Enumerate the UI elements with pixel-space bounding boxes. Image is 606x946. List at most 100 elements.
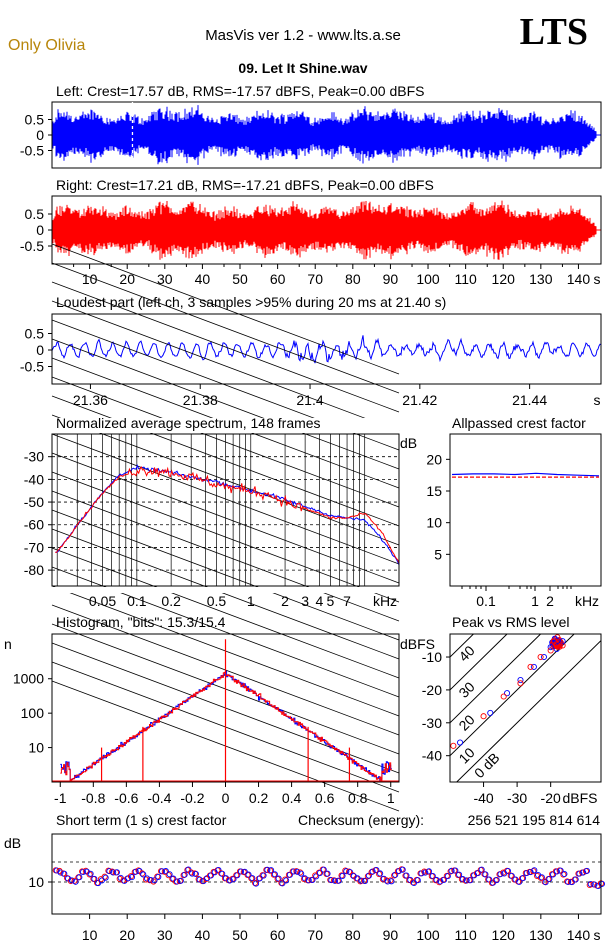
crest-point xyxy=(331,877,339,884)
x-tick-label: 0.1 xyxy=(127,593,147,609)
x-tick-label: 0.8 xyxy=(348,790,368,806)
crest-point xyxy=(530,868,537,875)
x-tick-label: 7 xyxy=(343,593,351,609)
crest-point xyxy=(71,877,78,884)
x-tick-label: 60 xyxy=(270,271,286,287)
x-tick-label: 5 xyxy=(327,593,335,609)
slope-line xyxy=(51,262,400,394)
y-tick-label: -0.5 xyxy=(20,143,44,159)
slope-line xyxy=(51,547,400,679)
crest-point xyxy=(132,868,139,875)
crest-point xyxy=(328,877,335,884)
x-tick-label: 1 xyxy=(531,593,539,609)
x-tick-label: 1 xyxy=(247,593,255,609)
mask xyxy=(400,432,448,590)
x-tick-label: 10 xyxy=(82,927,98,943)
crest-point xyxy=(87,870,94,877)
plot-frame xyxy=(51,433,400,587)
y-tick-label: 0 xyxy=(36,342,44,358)
crest-point xyxy=(283,877,290,884)
slope-line xyxy=(51,376,400,508)
crest-point xyxy=(57,869,64,876)
crest-point xyxy=(324,870,331,877)
crest-point xyxy=(298,870,305,877)
x-tick-label: 0.1 xyxy=(476,593,496,609)
plot-frame xyxy=(51,313,602,385)
crest-point xyxy=(268,867,275,874)
crest-point xyxy=(165,872,172,879)
crest-point xyxy=(576,870,583,877)
x-tick-label: 70 xyxy=(307,927,323,943)
y-tick-label: 15 xyxy=(426,483,442,499)
allpassed-chart: 20 15 10 5 0.1 1 2 kHz xyxy=(426,433,602,609)
crest-point xyxy=(339,872,346,879)
crest-point xyxy=(583,867,591,874)
x-tick-label: 40 xyxy=(195,927,211,943)
y-tick-label: 1000 xyxy=(13,671,44,687)
crest-point xyxy=(591,881,598,888)
crest-point xyxy=(358,877,365,884)
allpassed-title: Allpassed crest factor xyxy=(452,415,586,431)
crest-point xyxy=(349,872,356,879)
y-tick-label: -50 xyxy=(24,494,44,510)
crest-point xyxy=(162,868,169,875)
crest-point xyxy=(399,866,406,873)
slope-line xyxy=(51,281,400,413)
crest-point xyxy=(230,876,237,883)
x-tick-label: 0.4 xyxy=(282,790,302,806)
crest-point xyxy=(290,868,297,875)
x-tick-label: 21.42 xyxy=(402,392,437,408)
plot-frame xyxy=(449,633,602,783)
left-waveform-chart: 0.50-0.5 xyxy=(20,101,602,169)
x-axis-label: dBFS xyxy=(562,790,597,806)
crest-point xyxy=(414,877,421,884)
crest-point xyxy=(166,871,173,878)
crest-point xyxy=(203,875,210,883)
crest-point xyxy=(369,868,376,875)
crest-point xyxy=(429,872,436,880)
data-point xyxy=(527,663,534,670)
crest-point xyxy=(493,877,500,884)
data-point xyxy=(554,634,561,641)
slope-line xyxy=(51,414,400,546)
crest-point xyxy=(189,870,196,877)
peakrms-title: Peak vs RMS level xyxy=(452,614,569,630)
crest-point xyxy=(174,878,181,885)
x-tick-label: 2 xyxy=(546,593,554,609)
loudest-title: Loudest part (left ch, 3 samples >95% du… xyxy=(56,294,446,310)
crest-point xyxy=(335,877,342,884)
x-tick-label: -40 xyxy=(473,790,493,806)
crest-point xyxy=(504,867,512,875)
crest-point xyxy=(181,871,188,878)
x-tick-label: 90 xyxy=(383,271,399,287)
crest-point xyxy=(282,876,289,883)
crest-series xyxy=(451,472,600,477)
mask xyxy=(52,587,400,593)
x-tick-label: 110 xyxy=(454,927,477,943)
crest-point xyxy=(448,867,455,874)
crest-point xyxy=(444,873,451,880)
crest-point xyxy=(76,874,83,881)
crest-point xyxy=(441,876,448,883)
x-tick-label: 2 xyxy=(281,593,289,609)
crest-point xyxy=(373,866,380,874)
y-tick-label: -40 xyxy=(24,471,44,487)
right-title: Right: Crest=17.21 dB, RMS=-17.21 dBFS, … xyxy=(56,177,434,193)
slope-line xyxy=(51,300,400,432)
histogram-title: Histogram, "bits": 15.3/15.4 xyxy=(56,614,226,630)
checksum-value: 256 521 195 814 614 xyxy=(468,812,601,828)
data-point xyxy=(537,653,544,661)
app-title: MasVis ver 1.2 - www.lts.a.se xyxy=(205,27,401,44)
slope-line xyxy=(51,528,400,660)
slope-line xyxy=(51,243,400,375)
x-tick-label: 0 xyxy=(222,790,230,806)
y-tick-label: -70 xyxy=(24,539,44,555)
crest-point xyxy=(140,871,147,878)
user-name: Only Olivia xyxy=(8,37,85,54)
x-tick-label: 10 xyxy=(82,271,98,287)
crest-point xyxy=(565,878,572,885)
crest-point xyxy=(403,872,410,879)
crest-point xyxy=(72,878,79,885)
crest-ylabel: dB xyxy=(4,835,21,851)
mask xyxy=(0,414,52,596)
